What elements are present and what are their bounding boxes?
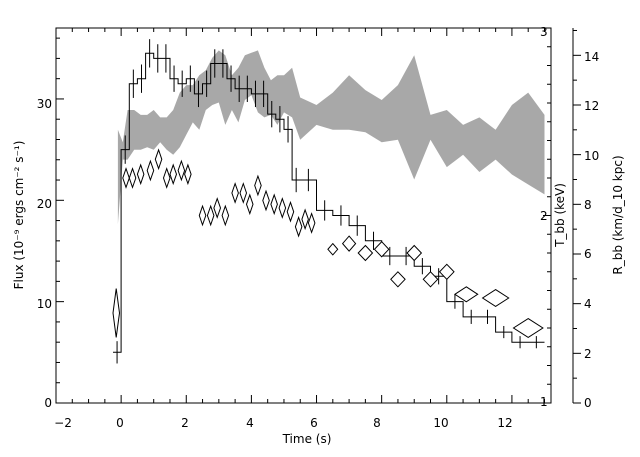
left-y-tick-label: 30	[37, 97, 52, 111]
temperature-diamond	[301, 208, 309, 231]
temperature-diamond	[294, 215, 303, 238]
x-tick-label: 4	[246, 416, 254, 430]
temperature-diamond	[128, 167, 137, 189]
left-y-tick-labels: 0 10 20 30	[37, 97, 52, 410]
temperature-tick-labels: 1 2 3	[540, 25, 548, 409]
axis-ticks	[55, 27, 581, 404]
temperature-diamond	[154, 148, 163, 171]
temperature-diamond	[184, 163, 192, 186]
temperature-diamond	[239, 182, 248, 204]
temperature-diamond	[341, 235, 357, 252]
temperature-tick-label: 2	[540, 209, 548, 223]
temperature-diamond	[122, 167, 130, 189]
left-axis-title: Flux (10⁻⁹ ergs cm⁻² s⁻¹)	[12, 141, 26, 290]
x-axis-title: Time (s)	[282, 432, 332, 446]
x-tick-label: 2	[181, 416, 189, 430]
radius-tick-label: 12	[584, 99, 599, 113]
temperature-diamond	[481, 289, 510, 307]
left-y-tick-label: 10	[37, 297, 52, 311]
temperature-axis-title: T_bb (keV)	[553, 183, 567, 248]
temperature-diamond	[357, 244, 374, 262]
radius-band-layer	[117, 50, 545, 225]
radius-band	[117, 50, 545, 225]
radius-tick-label: 6	[584, 247, 592, 261]
temperature-diamond	[406, 244, 423, 262]
temperature-diamond	[254, 174, 262, 197]
radius-tick-label: 2	[584, 347, 592, 361]
temperature-diamond	[438, 263, 455, 281]
radius-tick-label: 10	[584, 149, 599, 163]
temperature-diamond	[245, 193, 254, 216]
temperature-diamond	[206, 204, 215, 227]
temperature-diamond	[373, 240, 390, 258]
temperature-diamond	[390, 271, 406, 288]
x-tick-label: −2	[54, 416, 72, 430]
x-tick-labels: −2 0 2 4 6 8 10 12	[54, 416, 512, 430]
left-y-tick-label: 0	[44, 396, 52, 410]
temperature-diamond	[136, 163, 145, 186]
temperature-diamond	[146, 159, 155, 182]
temperature-diamond	[221, 204, 230, 227]
temperature-diamond	[278, 197, 287, 219]
temperature-diamond	[177, 159, 186, 182]
temperature-diamond	[286, 200, 295, 223]
temperature-diamond	[422, 271, 439, 288]
radius-tick-labels: 0 2 4 6 8 10 12 14	[584, 50, 599, 410]
temperature-tick-label: 3	[540, 25, 548, 39]
radius-tick-label: 4	[584, 297, 592, 311]
radius-tick-label: 8	[584, 198, 592, 212]
radius-tick-label: 0	[584, 396, 592, 410]
temperature-diamond	[453, 286, 479, 303]
temperature-diamond	[162, 167, 171, 189]
x-tick-label: 6	[310, 416, 318, 430]
left-y-tick-label: 20	[37, 197, 52, 211]
temperature-diamond	[231, 182, 239, 204]
temperature-diamond	[307, 212, 316, 234]
x-tick-label: 8	[373, 416, 381, 430]
x-tick-label: 0	[116, 416, 124, 430]
temperature-diamond	[213, 197, 222, 219]
flux-histogram-layer	[113, 39, 545, 364]
temperature-diamond	[112, 288, 121, 338]
radius-axis-title: R_bb (km/d_10 kpc)	[611, 155, 625, 274]
x-tick-label: 12	[497, 416, 512, 430]
radius-tick-label: 14	[584, 50, 599, 64]
temperature-diamond	[512, 318, 544, 338]
temperature-tick-label: 1	[540, 395, 548, 409]
x-tick-label: 10	[433, 416, 448, 430]
temperature-diamond	[198, 204, 207, 227]
temperature-diamond	[270, 193, 278, 216]
temperature-diamond	[327, 242, 339, 256]
temperature-diamond	[262, 189, 270, 212]
temperature-diamond-layer	[112, 148, 544, 338]
temperature-diamond	[169, 163, 178, 186]
